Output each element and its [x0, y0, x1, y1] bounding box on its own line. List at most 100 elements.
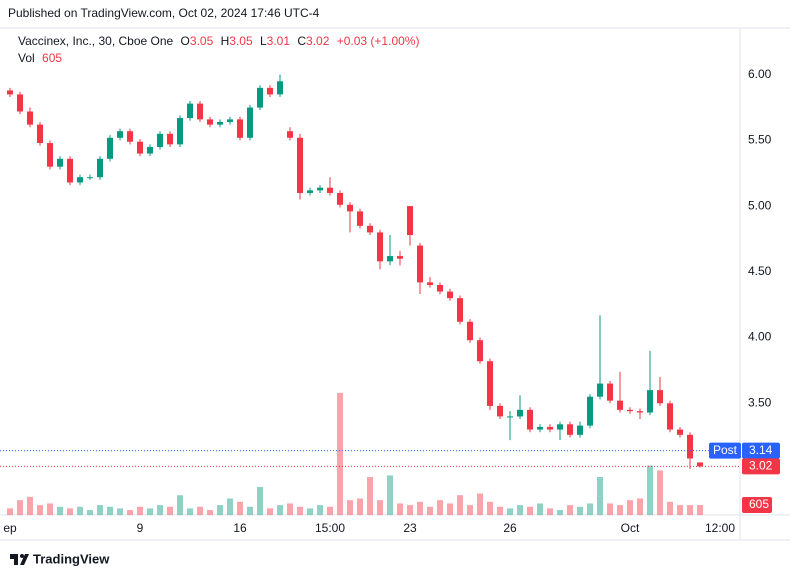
- candle-body: [617, 400, 623, 410]
- volume-bar: [467, 505, 473, 515]
- candle-body: [317, 187, 323, 191]
- candle-body: [157, 133, 163, 147]
- post-badge: [709, 442, 741, 459]
- candle-body: [467, 321, 473, 341]
- volume-bar: [507, 508, 513, 515]
- candle-body: [237, 119, 243, 138]
- volume-bar: [667, 501, 673, 515]
- candle-body: [107, 137, 113, 159]
- candle-body: [607, 383, 613, 401]
- volume-bar: [647, 465, 653, 515]
- volume-bar: [637, 498, 643, 515]
- x-tick-label: 9: [137, 521, 144, 535]
- volume-bar: [27, 496, 33, 515]
- legend-value: 3.05: [229, 34, 253, 48]
- candle-body: [227, 119, 233, 123]
- volume-bar: [257, 486, 263, 515]
- volume-bar: [617, 505, 623, 515]
- candle-body: [517, 409, 523, 417]
- brand-logo: [10, 554, 29, 565]
- candle-body: [167, 133, 173, 145]
- volume-bar: [597, 477, 603, 515]
- volume-bar: [357, 498, 363, 515]
- candle-body: [277, 81, 283, 95]
- candle-body: [127, 131, 133, 142]
- volume-bar: [67, 508, 73, 515]
- volume-bar: [157, 505, 163, 515]
- candle-body: [367, 225, 373, 233]
- volume-bar: [407, 505, 413, 515]
- volume-bar: [167, 506, 173, 515]
- last-price-label: 3.02: [749, 459, 773, 473]
- volume-bar: [417, 501, 423, 515]
- candle-body: [327, 187, 333, 193]
- candle-body: [87, 177, 93, 179]
- legend-value: 3.02: [306, 34, 330, 48]
- brand-name: TradingView: [33, 551, 110, 566]
- candle-body: [57, 158, 63, 167]
- volume-bar: [307, 508, 313, 515]
- volume-bar: [557, 510, 563, 515]
- volume-bar: [237, 501, 243, 515]
- legend-value: 3.05: [190, 34, 214, 48]
- volume-bar: [547, 508, 553, 515]
- volume-bar: [437, 500, 443, 515]
- candle-body: [387, 256, 393, 262]
- y-tick-label: 4.00: [748, 330, 772, 344]
- y-tick-label: 3.50: [748, 395, 772, 409]
- volume-bar: [397, 503, 403, 515]
- candle-body: [97, 158, 103, 178]
- volume-bar: [47, 503, 53, 515]
- legend-letter: C: [297, 34, 306, 48]
- candle-body: [457, 298, 463, 322]
- candle-body: [567, 424, 573, 435]
- candle-body: [477, 340, 483, 362]
- x-tick-label: 16: [233, 521, 247, 535]
- volume-bar: [607, 503, 613, 515]
- candle-body: [247, 107, 253, 138]
- volume-bar: [477, 493, 483, 515]
- volume-label: Vol: [18, 51, 35, 65]
- candle-body: [207, 119, 213, 125]
- candle-body: [527, 409, 533, 430]
- candle-body: [267, 87, 273, 95]
- candle-body: [347, 204, 353, 212]
- candle-body: [397, 256, 403, 259]
- candle-body: [557, 424, 563, 430]
- volume-bar: [207, 510, 213, 515]
- candle-body: [137, 141, 143, 154]
- candle-body: [437, 284, 443, 292]
- volume-bar: [337, 392, 343, 515]
- volume-bar: [197, 506, 203, 515]
- candle-body: [647, 390, 653, 413]
- volume-bar: [57, 506, 63, 515]
- candle-body: [177, 118, 183, 145]
- volume-bar: [37, 505, 43, 515]
- plot: 3.50 4.00 4.50 5.00 5.50 6.00 ep 9 16 15:00 23 26 Oc…: [0, 67, 772, 535]
- legend-letter: O: [181, 34, 190, 48]
- volume-bar: [217, 505, 223, 515]
- volume-bar: [657, 470, 663, 515]
- volume-badge: [742, 497, 772, 513]
- candle-body: [77, 177, 83, 183]
- volume-bar: [97, 505, 103, 515]
- volume-bar: [387, 475, 393, 515]
- volume-bar: [487, 501, 493, 515]
- volume-bar: [177, 495, 183, 515]
- candle-body: [497, 405, 503, 417]
- candle-body: [687, 434, 693, 459]
- volume-bar: [497, 506, 503, 515]
- volume-value: 605: [42, 51, 62, 65]
- candle-body: [147, 146, 153, 154]
- volume-badge-label: 605: [749, 497, 769, 511]
- volume-bar: [697, 505, 703, 515]
- volume-bar: [627, 500, 633, 515]
- volume-bar: [577, 506, 583, 515]
- volume-bar: [427, 506, 433, 515]
- volume-bar: [17, 500, 23, 515]
- publisher-line: Published on TradingView.com, Oct 02, 20…: [8, 6, 320, 20]
- volume-bar: [297, 506, 303, 515]
- volume-bar: [267, 508, 273, 515]
- volume-bar: [517, 505, 523, 515]
